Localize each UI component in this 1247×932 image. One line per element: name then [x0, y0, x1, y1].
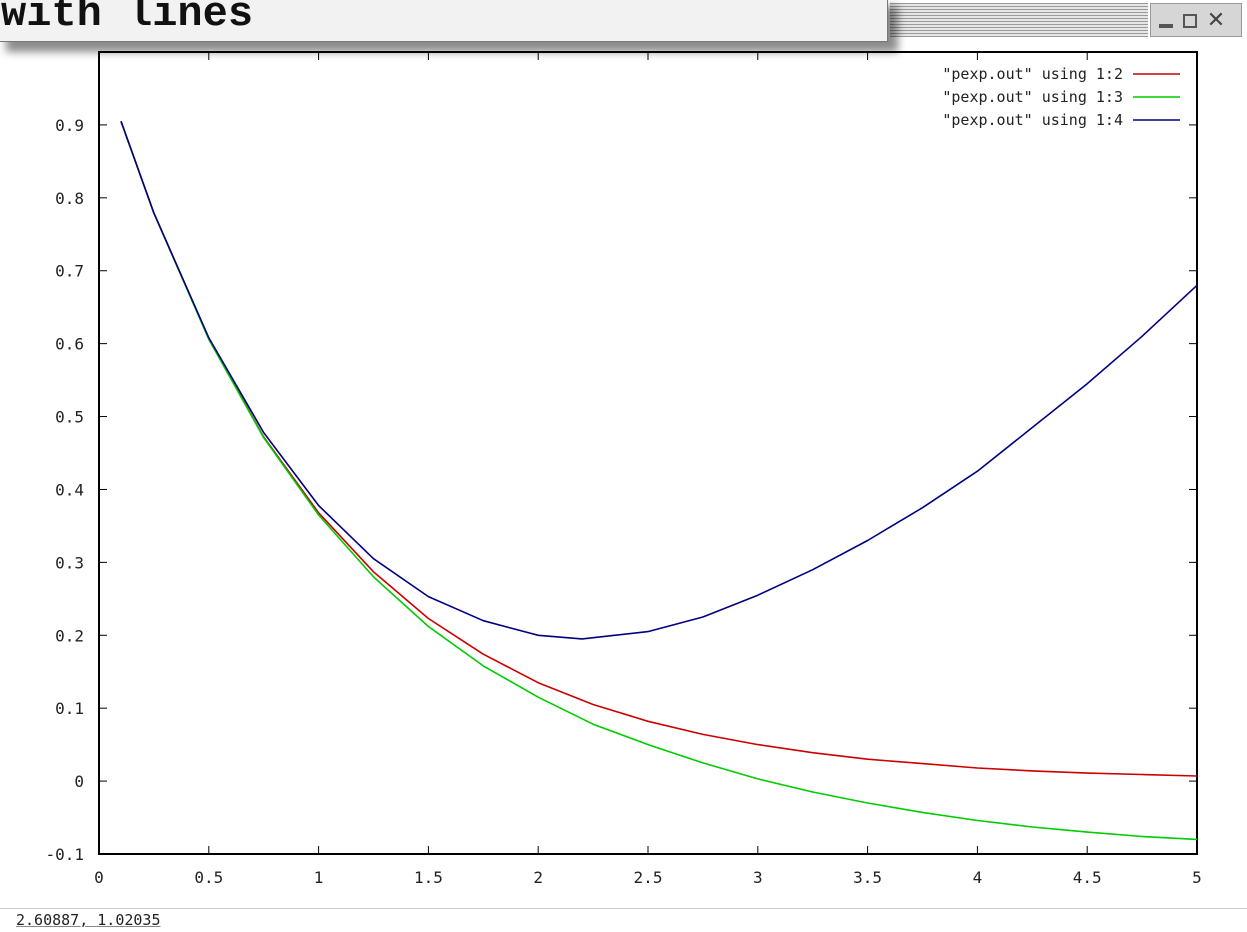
maximize-icon	[1183, 14, 1197, 28]
x-tick-label: 5	[1192, 868, 1202, 887]
series-line-3	[120, 121, 1198, 640]
y-tick-label: 0	[74, 772, 84, 791]
y-tick-label: 0.6	[55, 335, 84, 354]
minimize-button[interactable]	[1155, 10, 1177, 32]
y-tick-label: 0.8	[55, 189, 84, 208]
legend-entry-label: "pexp.out" using 1:3	[942, 88, 1123, 106]
axis-ticks	[98, 52, 1198, 855]
x-tick-label: 3	[753, 868, 763, 887]
y-tick-label: 0.7	[55, 262, 84, 281]
plot-style-popup: with lines	[0, 0, 888, 42]
close-icon: ✕	[1206, 8, 1226, 33]
x-tick-label: 1.5	[414, 868, 443, 887]
x-tick-label: 0.5	[194, 868, 223, 887]
x-tick-label: 0	[94, 868, 104, 887]
series-line-1	[120, 121, 1198, 777]
x-tick-label: 2	[533, 868, 543, 887]
legend-entry-label: "pexp.out" using 1:2	[942, 65, 1123, 83]
plot-border	[98, 51, 1198, 855]
close-button[interactable]: ✕	[1205, 10, 1227, 32]
plot-area[interactable]: 0 0.5 1 1.5 2 2.5 3 3.5 4 4.5 5 -0.1 0 0.1 0.2 0.3 0.4 0…	[0, 0, 1247, 908]
maximize-button[interactable]	[1179, 10, 1201, 32]
y-tick-label: 0.5	[55, 408, 84, 427]
y-tick-label: -0.1	[45, 845, 84, 864]
y-tick-labels: -0.1 0 0.1 0.2 0.3 0.4 0.5 0.6 0.7 0.8 0.9	[45, 116, 84, 864]
x-tick-label: 4.5	[1073, 868, 1102, 887]
y-tick-label: 0.9	[55, 116, 84, 135]
x-tick-label: 4	[973, 868, 983, 887]
x-tick-labels: 0 0.5 1 1.5 2 2.5 3 3.5 4 4.5 5	[94, 868, 1202, 887]
x-tick-label: 1	[314, 868, 324, 887]
titlebar-stripes[interactable]	[890, 3, 1148, 37]
window-controls: ✕	[1150, 3, 1242, 37]
y-tick-label: 0.2	[55, 626, 84, 645]
y-tick-label: 0.3	[55, 553, 84, 572]
legend-entry-label: "pexp.out" using 1:4	[942, 111, 1123, 129]
series-line-2	[120, 121, 1198, 841]
minimize-icon	[1159, 24, 1173, 28]
x-tick-label: 2.5	[634, 868, 663, 887]
y-tick-label: 0.4	[55, 480, 84, 499]
legend: "pexp.out" using 1:2 "pexp.out" using 1:3…	[942, 65, 1180, 129]
coordinate-readout: 2.60887, 1.02035	[16, 911, 161, 929]
y-tick-label: 0.1	[55, 699, 84, 718]
series-lines	[120, 121, 1198, 841]
status-bar: 2.60887, 1.02035	[0, 908, 1247, 932]
x-tick-label: 3.5	[853, 868, 882, 887]
popup-label: with lines	[1, 0, 254, 38]
